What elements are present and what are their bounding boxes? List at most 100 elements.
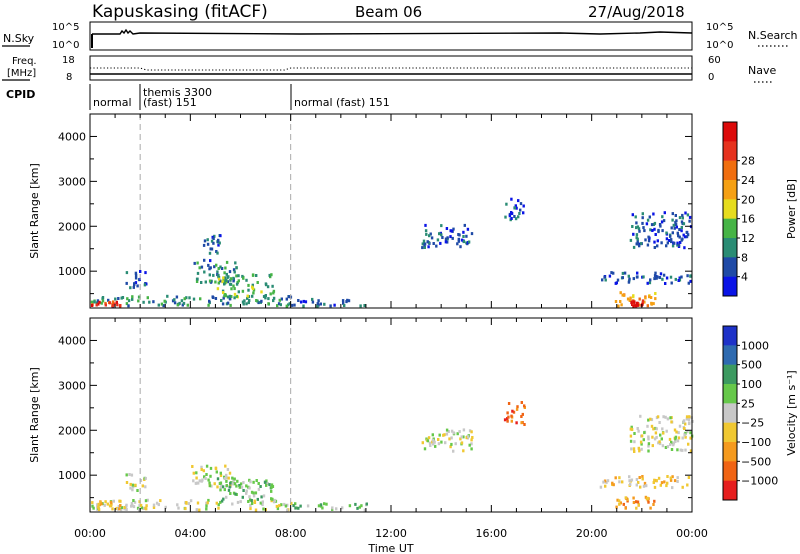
velocity-cell	[432, 442, 435, 446]
power-cell	[342, 301, 345, 305]
velocity-cell	[663, 480, 666, 484]
velocity-cell	[653, 437, 657, 441]
velocity-cell	[290, 501, 293, 505]
power-cell	[670, 281, 673, 285]
velocity-cell	[254, 491, 258, 495]
velocity-cell	[521, 412, 524, 416]
power-cell	[311, 297, 314, 301]
power-cell	[287, 303, 290, 307]
power-cell	[634, 215, 637, 219]
velocity-cell	[685, 415, 689, 419]
power-cell	[285, 297, 288, 301]
power-cell	[225, 260, 229, 264]
velocity-cell	[248, 495, 251, 499]
power-cell	[157, 303, 160, 307]
power-cell	[423, 246, 426, 249]
power-cell	[196, 271, 200, 275]
velocity-cell	[270, 485, 273, 489]
power-cell	[285, 304, 288, 308]
velocity-cell	[195, 471, 198, 475]
velocity-cell	[649, 417, 652, 421]
velocity-colorbar-segment	[723, 326, 737, 346]
power-cell	[429, 232, 432, 236]
power-cell	[241, 300, 245, 304]
power-y-tick-label: 2000	[58, 220, 86, 233]
power-cell	[267, 302, 270, 306]
power-cell	[430, 236, 434, 240]
power-cell	[686, 233, 690, 237]
power-cell	[209, 259, 212, 263]
power-cell	[196, 277, 199, 281]
velocity-cell	[448, 437, 451, 441]
velocity-cell	[317, 504, 321, 508]
nave-trace	[90, 67, 692, 71]
velocity-cell	[661, 427, 664, 431]
power-cell	[648, 281, 652, 285]
power-cell	[662, 273, 666, 277]
power-cell	[224, 278, 227, 282]
velocity-cell	[662, 431, 665, 435]
power-cell	[641, 299, 645, 303]
velocity-cell	[429, 444, 432, 447]
velocity-colorbar-tick-label: −500	[741, 455, 771, 468]
power-cell	[228, 270, 232, 274]
power-cell	[621, 276, 624, 280]
power-cell	[137, 299, 140, 303]
velocity-cell	[452, 431, 455, 435]
velocity-cell	[689, 449, 693, 453]
velocity-cell	[520, 421, 523, 425]
power-cell	[661, 215, 664, 219]
velocity-cell	[331, 506, 334, 510]
velocity-cell	[209, 466, 213, 470]
velocity-cell	[637, 446, 640, 450]
velocity-cell	[653, 485, 657, 489]
velocity-cell	[134, 483, 137, 487]
velocity-cell	[125, 503, 128, 507]
power-cell	[653, 246, 656, 249]
power-cell	[220, 267, 224, 270]
velocity-cell	[657, 476, 661, 480]
velocity-cell	[689, 436, 692, 440]
power-cell	[277, 302, 281, 306]
velocity-cell	[468, 429, 472, 433]
velocity-cell	[215, 470, 218, 474]
power-cell	[508, 214, 512, 218]
velocity-cell	[262, 494, 266, 498]
velocity-cell	[227, 476, 230, 480]
station-title: Kapuskasing (fitACF)	[92, 2, 268, 22]
velocity-cell	[661, 444, 665, 448]
velocity-cell	[341, 506, 344, 510]
velocity-cell	[427, 436, 431, 440]
x-tick-label: 04:00	[174, 527, 206, 540]
power-cell	[649, 228, 652, 232]
velocity-cell	[676, 476, 679, 480]
power-cell	[626, 297, 630, 301]
velocity-cell	[687, 442, 690, 446]
power-cell	[200, 281, 203, 284]
power-cell	[673, 241, 676, 245]
velocity-cell	[450, 442, 453, 446]
velocity-cell	[683, 433, 686, 437]
velocity-cell	[185, 501, 188, 504]
velocity-cell	[653, 478, 656, 482]
velocity-cell	[603, 479, 607, 483]
power-cell	[670, 226, 673, 230]
velocity-cell	[319, 503, 323, 507]
power-colorbar-tick-label: 8	[741, 251, 748, 264]
velocity-cell	[286, 503, 289, 507]
velocity-cell	[638, 476, 641, 479]
velocity-plot-area	[90, 318, 692, 512]
power-cell	[650, 302, 653, 306]
nsky-tick-top: 10^5	[52, 22, 79, 33]
velocity-cell	[250, 499, 253, 502]
velocity-cell	[221, 485, 225, 489]
power-cell	[269, 292, 272, 296]
velocity-cell	[666, 417, 670, 421]
velocity-cell	[677, 431, 680, 435]
velocity-cell	[241, 495, 244, 499]
date-label: 27/Aug/2018	[588, 3, 685, 21]
velocity-cell	[621, 480, 624, 484]
velocity-cell	[651, 444, 654, 448]
power-cell	[113, 302, 116, 306]
power-cell	[435, 244, 438, 248]
